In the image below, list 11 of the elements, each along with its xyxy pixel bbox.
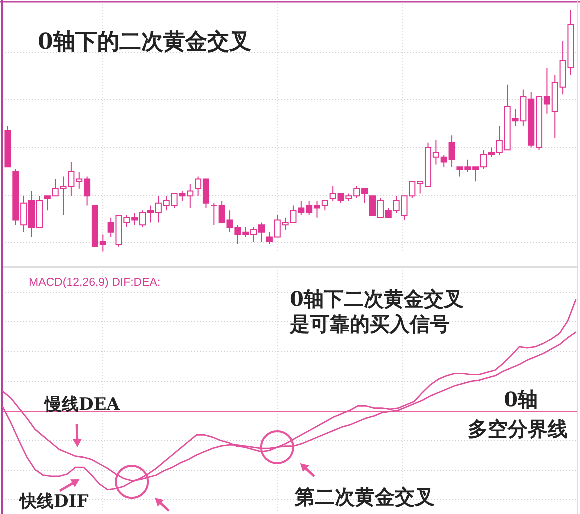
candlestick <box>210 202 218 226</box>
annotation: 第二次黄金交叉 <box>294 485 435 509</box>
annotation: 多空分界线 <box>468 417 568 441</box>
chart-title: MACD(12,26,9) DIF:DEA: <box>29 277 161 289</box>
annotation: 慢线DEA <box>44 395 121 415</box>
candlestick <box>4 126 12 168</box>
text: 0轴下的二次黄金交叉 <box>38 29 252 55</box>
annotation: 0轴下二次黄金交叉 <box>290 287 464 311</box>
ref-line-label: 0轴 <box>504 388 538 412</box>
text: 快线DIF <box>19 492 89 512</box>
annotation: 是可靠的买入信号 <box>289 312 450 336</box>
